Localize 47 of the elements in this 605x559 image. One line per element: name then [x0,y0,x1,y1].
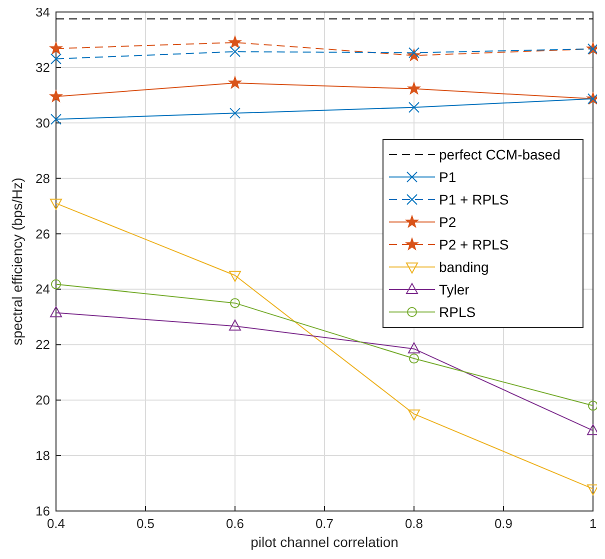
y-tick-label: 16 [36,504,50,518]
legend-label: banding [439,259,489,276]
x-tick-label: 0.4 [46,516,66,531]
legend-label: P1 + RPLS [439,192,509,208]
point [229,270,241,282]
point [50,306,62,318]
y-tick-label: 20 [36,392,50,408]
x-tick-label: 0.7 [315,516,334,531]
x-tick-label: 1 [589,516,597,531]
x-tick-label: 0.5 [136,516,155,531]
point [588,400,597,411]
x-tick-label: 0.6 [226,516,244,531]
point [230,46,240,58]
point [408,409,420,420]
point [228,36,242,48]
x-axis-title: pilot channel correlation [250,534,398,550]
y-tick-label: 22 [36,337,50,352]
y-tick-label: 30 [36,115,50,130]
y-tick-label: 18 [36,448,50,464]
point [50,198,62,210]
x-tick-label: 0.9 [494,516,513,531]
point [51,279,61,290]
point [50,42,62,54]
point [230,298,240,308]
point [50,53,62,64]
legend-label: P1 [439,169,456,186]
point [409,354,419,364]
legend-label: RPLS [439,304,476,320]
point [408,47,420,58]
y-tick-label: 24 [36,282,50,297]
point [229,320,241,331]
point [50,114,62,125]
point [408,82,420,94]
point [408,342,420,354]
y-axis-title: spectral efficiency (bps/Hz) [9,178,25,346]
point [230,108,240,119]
legend-label: P2 + RPLS [439,236,509,253]
x-tick-label: 0.8 [404,516,424,531]
y-tick-label: 28 [36,170,50,186]
legend-label: perfect CCM-based [439,146,560,163]
point [408,102,420,113]
point [50,90,62,102]
legend-label: Tyler [439,282,470,298]
point [228,76,242,89]
y-tick-label: 32 [36,60,50,75]
y-tick-label: 26 [36,226,50,242]
legend-label: P2 [439,214,456,230]
